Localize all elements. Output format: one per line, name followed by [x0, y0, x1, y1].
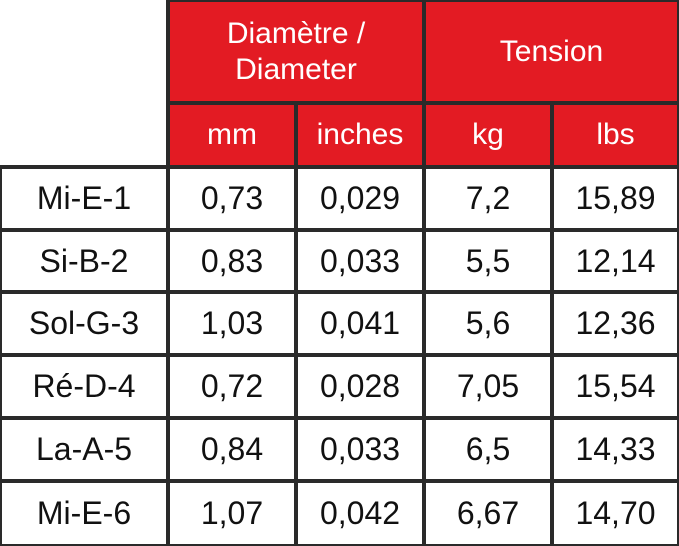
unit-text: kg — [472, 118, 504, 151]
cell-text: 5,6 — [465, 305, 511, 341]
row-label: Sol-G-3 — [2, 294, 166, 353]
cell-text: Mi-E-1 — [36, 180, 132, 216]
data-cell: 6,67 — [426, 483, 550, 544]
cell-text: 0,033 — [319, 242, 401, 279]
unit-header: kg — [426, 105, 550, 165]
cell-text: Si-B-2 — [39, 242, 129, 279]
data-cell: 6,5 — [426, 420, 550, 479]
cell-text: 0,041 — [319, 305, 401, 341]
data-cell: 7,2 — [426, 169, 550, 228]
unit-text: mm — [207, 118, 257, 151]
data-cell: 15,54 — [554, 357, 677, 416]
unit-text: inches — [316, 118, 404, 151]
unit-header: inches — [298, 105, 422, 165]
cell-text: 5,5 — [465, 242, 511, 279]
data-cell: 12,36 — [554, 294, 677, 353]
row-label: Ré-D-4 — [2, 357, 166, 416]
cell-text: La-A-5 — [35, 431, 133, 467]
cell-text: Mi-E-6 — [36, 495, 132, 531]
data-cell: 14,70 — [554, 483, 677, 544]
cell-text: Ré-D-4 — [32, 368, 136, 404]
cell-text: 6,67 — [456, 495, 520, 531]
diameter-header: Diamètre / Diameter — [170, 2, 422, 101]
cell-text: 0,028 — [319, 368, 401, 404]
row-label: Mi-E-1 — [2, 169, 166, 228]
cell-text: 15,54 — [575, 368, 656, 404]
cell-text: 0,73 — [200, 180, 264, 216]
cell-text: Sol-G-3 — [28, 305, 140, 341]
row-label: Si-B-2 — [2, 232, 166, 290]
corner-blank — [0, 0, 166, 165]
header-line: Diamètre / — [226, 16, 366, 50]
unit-header: mm — [170, 105, 294, 165]
data-cell: 1,07 — [170, 483, 294, 544]
cell-text: 0,84 — [200, 431, 264, 467]
cell-text: 7,2 — [465, 180, 511, 216]
data-cell: 0,033 — [298, 420, 422, 479]
row-label: Mi-E-6 — [2, 483, 166, 544]
cell-text: 0,029 — [319, 180, 401, 216]
unit-header: lbs — [554, 105, 677, 165]
data-cell: 0,83 — [170, 232, 294, 290]
cell-text: 12,14 — [575, 242, 656, 279]
cell-text: 12,36 — [575, 305, 656, 341]
data-cell: 15,89 — [554, 169, 677, 228]
data-cell: 0,042 — [298, 483, 422, 544]
cell-text: 1,03 — [200, 305, 264, 341]
cell-text: 1,07 — [200, 495, 264, 531]
header-line: Diameter — [235, 52, 357, 86]
data-cell: 7,05 — [426, 357, 550, 416]
data-cell: 0,028 — [298, 357, 422, 416]
data-cell: 5,5 — [426, 232, 550, 290]
data-cell: 0,041 — [298, 294, 422, 353]
data-cell: 5,6 — [426, 294, 550, 353]
cell-text: 14,33 — [575, 431, 656, 467]
cell-text: 14,70 — [575, 495, 656, 531]
cell-text: 0,033 — [319, 431, 401, 467]
tension-header: Tension — [426, 2, 677, 101]
data-cell: 12,14 — [554, 232, 677, 290]
cell-text: 0,83 — [200, 242, 264, 279]
cell-text: 0,042 — [319, 495, 401, 531]
unit-text: lbs — [596, 118, 635, 151]
data-cell: 14,33 — [554, 420, 677, 479]
row-label: La-A-5 — [2, 420, 166, 479]
data-cell: 0,72 — [170, 357, 294, 416]
data-cell: 1,03 — [170, 294, 294, 353]
data-cell: 0,033 — [298, 232, 422, 290]
cell-text: 7,05 — [456, 368, 520, 404]
header-text: Tension — [499, 34, 604, 68]
cell-text: 0,72 — [200, 368, 264, 404]
data-cell: 0,029 — [298, 169, 422, 228]
cell-text: 6,5 — [465, 431, 511, 467]
data-cell: 0,73 — [170, 169, 294, 228]
cell-text: 15,89 — [575, 180, 656, 216]
data-cell: 0,84 — [170, 420, 294, 479]
